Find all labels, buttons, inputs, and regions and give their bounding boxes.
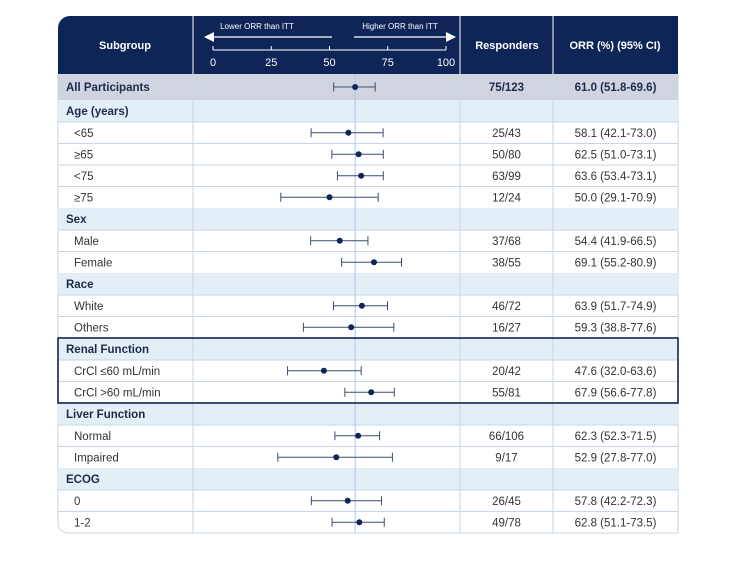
estimate-point bbox=[348, 324, 355, 331]
row-label: CrCl ≤60 mL/min bbox=[74, 366, 160, 378]
row-label: Female bbox=[74, 257, 112, 269]
orr-ci-value: 62.5 (51.0-73.1) bbox=[575, 149, 657, 161]
row-label: All Participants bbox=[66, 82, 150, 94]
row-label: White bbox=[74, 301, 103, 313]
responders-value: 12/24 bbox=[492, 192, 521, 204]
section-row bbox=[58, 208, 678, 230]
section-row bbox=[58, 100, 678, 122]
estimate-point bbox=[358, 172, 365, 179]
section-label: ECOG bbox=[66, 474, 100, 486]
right-arrow-icon bbox=[446, 32, 456, 42]
responders-header: Responders bbox=[475, 40, 539, 52]
orr-ci-value: 62.8 (51.1-73.5) bbox=[575, 517, 657, 529]
estimate-point bbox=[371, 259, 378, 266]
left-arrow-icon bbox=[204, 32, 214, 42]
responders-value: 49/78 bbox=[492, 517, 521, 529]
table-frame bbox=[57, 74, 679, 534]
estimate-point bbox=[356, 519, 363, 526]
orr-ci-value: 62.3 (52.3-71.5) bbox=[575, 431, 657, 443]
section-row bbox=[58, 273, 678, 295]
higher-orr-label: Higher ORR than ITT bbox=[362, 22, 438, 31]
section-row bbox=[58, 338, 678, 360]
orr-ci-value: 69.1 (55.2-80.9) bbox=[575, 257, 657, 269]
row-label: ≥75 bbox=[74, 192, 93, 204]
x-tick-label: 25 bbox=[265, 57, 277, 69]
estimate-point bbox=[333, 454, 340, 461]
estimate-point bbox=[345, 129, 352, 136]
responders-value: 66/106 bbox=[489, 431, 524, 443]
table-body: All Participants 75/123 61.0 (51.8-69.6) Ag… bbox=[57, 74, 679, 534]
section-label: Liver Function bbox=[66, 409, 145, 421]
orr-ci-value: 52.9 (27.8-77.0) bbox=[575, 452, 657, 464]
estimate-point bbox=[358, 302, 365, 309]
estimate-point bbox=[352, 84, 359, 90]
responders-value: 37/68 bbox=[492, 236, 521, 248]
section-label: Race bbox=[66, 279, 94, 291]
row-label: <75 bbox=[74, 171, 94, 183]
estimate-point bbox=[368, 389, 375, 396]
responders-value: 16/27 bbox=[492, 322, 521, 334]
orr-ci-value: 59.3 (38.8-77.6) bbox=[575, 322, 657, 334]
estimate-point bbox=[355, 151, 362, 158]
row-label: 1-2 bbox=[74, 517, 91, 529]
section-label: Sex bbox=[66, 214, 87, 226]
row-label: Impaired bbox=[74, 452, 119, 464]
estimate-point bbox=[326, 194, 333, 201]
row-label: <65 bbox=[74, 128, 94, 140]
row-label: Others bbox=[74, 322, 109, 334]
orr-ci-value: 47.6 (32.0-63.6) bbox=[575, 366, 657, 378]
row-label: ≥65 bbox=[74, 149, 93, 161]
estimate-point bbox=[320, 367, 327, 374]
responders-value: 63/99 bbox=[492, 171, 521, 183]
orr-ci-value: 67.9 (56.6-77.8) bbox=[575, 387, 657, 399]
responders-value: 38/55 bbox=[492, 257, 521, 269]
x-tick-label: 0 bbox=[210, 57, 216, 69]
responders-value: 50/80 bbox=[492, 149, 521, 161]
orr-ci-value: 63.6 (53.4-73.1) bbox=[575, 171, 657, 183]
row-label: CrCl >60 mL/min bbox=[74, 387, 161, 399]
section-label: Renal Function bbox=[66, 344, 149, 356]
estimate-point bbox=[344, 497, 351, 504]
responders-value: 55/81 bbox=[492, 387, 521, 399]
subgroup-header: Subgroup bbox=[99, 40, 151, 52]
lower-orr-label: Lower ORR than ITT bbox=[220, 22, 294, 31]
orr-ci-value: 54.4 (41.9-66.5) bbox=[575, 236, 657, 248]
row-label: 0 bbox=[74, 496, 80, 508]
estimate-point bbox=[355, 432, 362, 439]
x-axis: 0 25 50 75 100 bbox=[210, 46, 455, 69]
header-background bbox=[58, 16, 678, 74]
section-row bbox=[58, 403, 678, 425]
responders-value: 9/17 bbox=[495, 452, 517, 464]
responders-value: 46/72 bbox=[492, 301, 521, 313]
orr-ci-value: 57.8 (42.2-72.3) bbox=[575, 496, 657, 508]
responders-value: 75/123 bbox=[489, 82, 524, 94]
responders-value: 26/45 bbox=[492, 496, 521, 508]
x-tick-label: 75 bbox=[382, 57, 394, 69]
orr-header: ORR (%) (95% CI) bbox=[569, 40, 660, 52]
x-tick-label: 100 bbox=[437, 57, 455, 69]
highlight-box bbox=[57, 337, 679, 404]
responders-value: 25/43 bbox=[492, 128, 521, 140]
orr-ci-value: 61.0 (51.8-69.6) bbox=[575, 82, 657, 94]
responders-value: 20/42 bbox=[492, 366, 521, 378]
x-tick-label: 50 bbox=[323, 57, 335, 69]
section-label: Age (years) bbox=[66, 106, 129, 118]
section-row bbox=[58, 468, 678, 490]
row-label: Male bbox=[74, 236, 99, 248]
orr-ci-value: 58.1 (42.1-73.0) bbox=[575, 128, 657, 140]
row-label: Normal bbox=[74, 431, 111, 443]
orr-ci-value: 50.0 (29.1-70.9) bbox=[575, 192, 657, 204]
orr-ci-value: 63.9 (51.7-74.9) bbox=[575, 301, 657, 313]
estimate-point bbox=[336, 237, 343, 244]
